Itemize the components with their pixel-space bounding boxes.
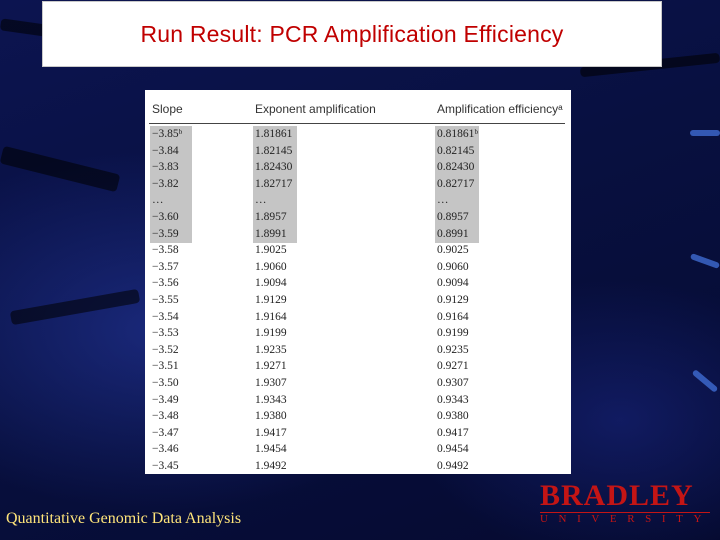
exponent-cell: 1.8957 <box>255 210 287 223</box>
slope-cell: −3.50 <box>152 376 179 389</box>
efficiency-cell: 0.9235 <box>437 343 469 356</box>
exponent-cell: 1.9060 <box>255 260 287 273</box>
slope-cell: −3.57 <box>152 260 179 273</box>
slope-cell: −3.49 <box>152 393 179 406</box>
efficiency-cell: 0.8991 <box>437 227 469 240</box>
exponent-column: 1.81861 1.82145 1.82430 1.82717 … 1.8957 1.899… <box>255 126 335 474</box>
exponent-cell: 1.81861 <box>255 128 293 140</box>
efficiency-cell: 0.82717 <box>437 177 475 190</box>
efficiency-cell: 0.9199 <box>437 327 469 340</box>
exponent-cell: 1.9129 <box>255 293 287 306</box>
exponent-cell: 1.9417 <box>255 426 287 439</box>
exponent-cell: 1.8991 <box>255 227 287 240</box>
highlight-efficiency <box>435 126 479 243</box>
efficiency-cell: 0.9492 <box>437 459 469 472</box>
efficiency-cell: 0.9060 <box>437 260 469 273</box>
efficiency-table: Slope Exponent amplification Amplificati… <box>145 90 571 474</box>
slope-cell: −3.54 <box>152 310 179 323</box>
exponent-cell: 1.9271 <box>255 360 287 373</box>
exponent-cell: 1.9492 <box>255 459 287 472</box>
exponent-cell: 1.82430 <box>255 161 293 174</box>
slope-cell: −3.45 <box>152 459 179 472</box>
slope-cell: −3.83 <box>152 161 179 174</box>
exponent-cell: 1.9199 <box>255 327 287 340</box>
logo-wordmark: BRADLEY <box>540 479 694 512</box>
efficiency-cell: 0.9164 <box>437 310 469 323</box>
exponent-cell: … <box>255 194 267 207</box>
slope-cell: −3.56 <box>152 277 179 290</box>
efficiency-cell: 0.9454 <box>437 443 469 456</box>
slope-cell: −3.46 <box>152 443 179 456</box>
highlight-slope <box>150 126 192 243</box>
slope-cell: … <box>152 194 164 207</box>
header-slope: Slope <box>152 102 183 116</box>
efficiency-cell: 0.9417 <box>437 426 469 439</box>
efficiency-column: 0.81861ᵇ 0.82145 0.82430 0.82717 … 0.8957 0.89… <box>437 126 517 474</box>
slope-cell: −3.55 <box>152 293 179 306</box>
exponent-cell: 1.82717 <box>255 177 293 190</box>
slope-cell: −3.48 <box>152 410 179 423</box>
exponent-cell: 1.9235 <box>255 343 287 356</box>
header-amplification-efficiency: Amplification efficiencyᵃ <box>437 102 563 116</box>
slope-cell: −3.58 <box>152 244 179 257</box>
efficiency-table-image: Slope Exponent amplification Amplificati… <box>145 90 571 474</box>
footer-course-title: Quantitative Genomic Data Analysis <box>6 510 242 527</box>
efficiency-cell: … <box>437 194 449 207</box>
header-exponent-amplification: Exponent amplification <box>255 102 376 116</box>
efficiency-cell: 0.9343 <box>437 393 469 406</box>
exponent-cell: 1.9343 <box>255 393 287 406</box>
efficiency-cell: 0.82430 <box>437 161 475 174</box>
efficiency-cell: 0.8957 <box>437 210 469 223</box>
exponent-cell: 1.9025 <box>255 244 287 257</box>
exponent-cell: 1.9380 <box>255 410 287 423</box>
logo-rule <box>540 512 710 513</box>
decorative-streak <box>690 130 720 136</box>
efficiency-cell: 0.9307 <box>437 376 469 389</box>
logo-subtitle: UNIVERSITY <box>540 513 712 525</box>
slope-cell: −3.52 <box>152 343 179 356</box>
exponent-cell: 1.9164 <box>255 310 287 323</box>
efficiency-cell: 0.9380 <box>437 410 469 423</box>
slope-cell: −3.60 <box>152 210 179 223</box>
efficiency-cell: 0.82145 <box>437 144 475 157</box>
slope-cell: −3.47 <box>152 426 179 439</box>
slide-title: Run Result: PCR Amplification Efficiency <box>140 20 564 47</box>
efficiency-cell: 0.9025 <box>437 244 469 257</box>
exponent-cell: 1.9094 <box>255 277 287 290</box>
slope-cell: −3.82 <box>152 177 179 190</box>
slope-column: −3.85ᵇ −3.84 −3.83 −3.82 … −3.60 −3.59 −3.58 −3.… <box>152 126 212 474</box>
title-box: Run Result: PCR Amplification Efficiency <box>42 1 662 67</box>
efficiency-cell: 0.9129 <box>437 293 469 306</box>
slope-cell: −3.85ᵇ <box>152 128 183 140</box>
efficiency-cell: 0.9094 <box>437 277 469 290</box>
slope-cell: −3.59 <box>152 227 179 240</box>
efficiency-cell: 0.81861ᵇ <box>437 128 478 140</box>
bradley-university-logo: BRADLEY UNIVERSITY <box>538 479 714 529</box>
slope-cell: −3.53 <box>152 327 179 340</box>
exponent-cell: 1.9454 <box>255 443 287 456</box>
highlight-exponent <box>253 126 297 243</box>
slope-cell: −3.51 <box>152 360 179 373</box>
exponent-cell: 1.82145 <box>255 144 293 157</box>
efficiency-cell: 0.9271 <box>437 360 469 373</box>
table-header: Slope Exponent amplification Amplificati… <box>148 102 568 118</box>
exponent-cell: 1.9307 <box>255 376 287 389</box>
slope-cell: −3.84 <box>152 144 179 157</box>
header-rule <box>149 123 565 124</box>
